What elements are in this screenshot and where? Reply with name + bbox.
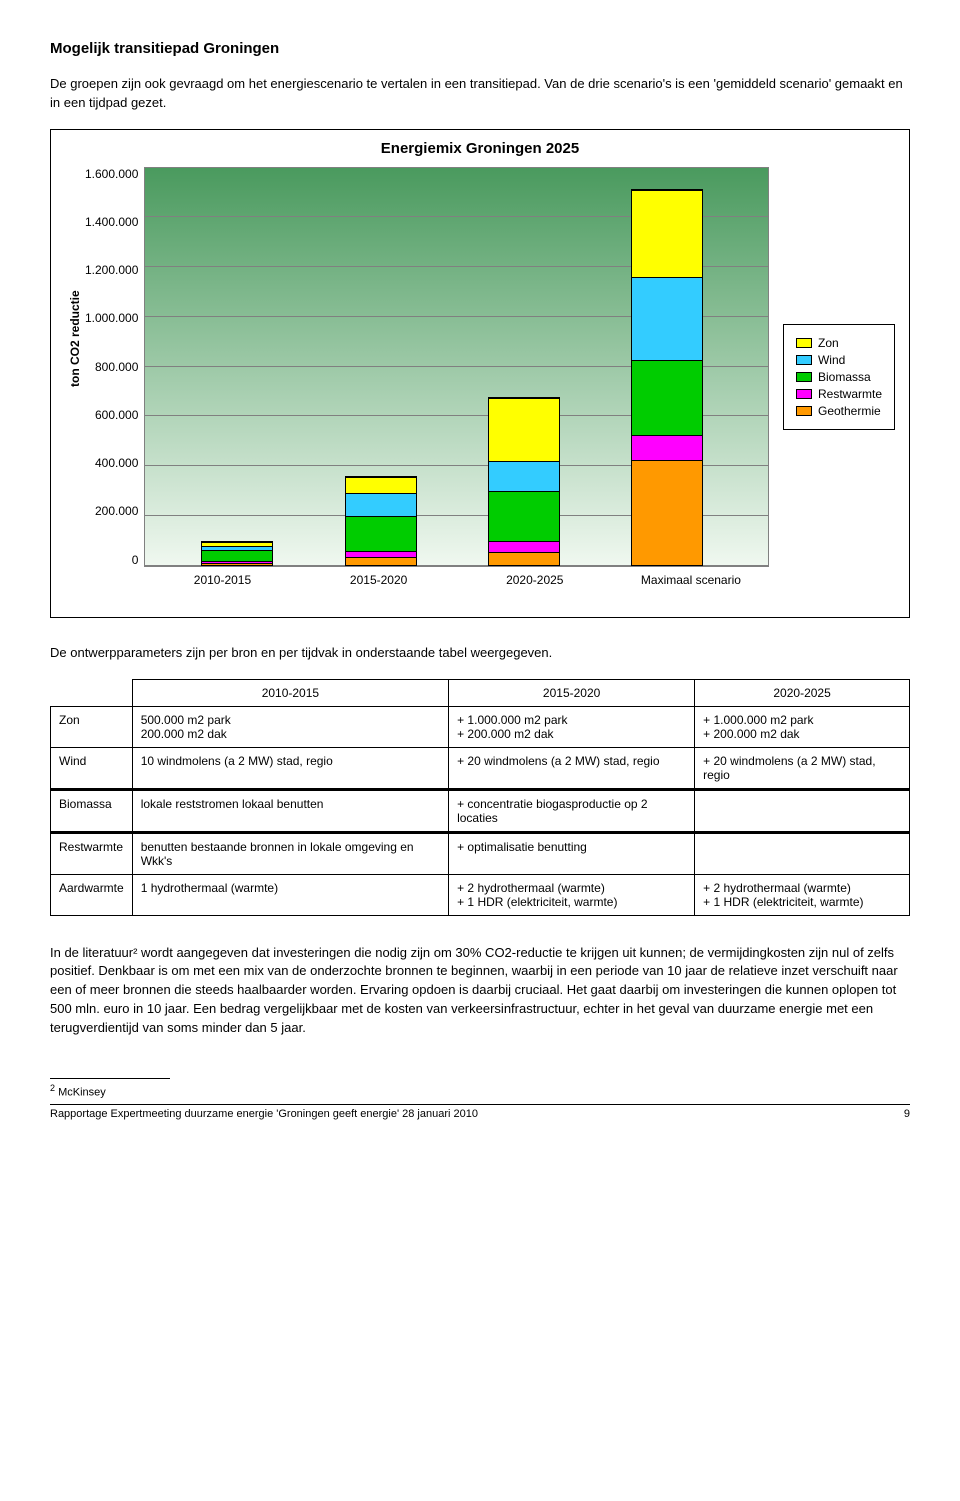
intro-paragraph: De groepen zijn ook gevraagd om het ener… [50, 75, 910, 113]
chart-bar-segment [632, 460, 702, 565]
footer: Rapportage Expertmeeting duurzame energi… [50, 1108, 910, 1120]
table-cell: + 2 hydrothermaal (warmte)+ 1 HDR (elekt… [449, 874, 695, 915]
legend-swatch [796, 372, 812, 382]
chart-ytick: 1.200.000 [85, 263, 138, 277]
body-paragraph: In de literatuur² wordt aangegeven dat i… [50, 944, 910, 1038]
table-row: Zon500.000 m2 park200.000 m2 dak+ 1.000.… [51, 706, 910, 747]
table-row-label: Zon [51, 706, 133, 747]
chart-container: Energiemix Groningen 2025 ton CO2 reduct… [50, 129, 910, 618]
chart-yticks: 1.600.000 1.400.000 1.200.000 1.000.000 800.… [85, 167, 144, 567]
legend-label: Restwarmte [818, 387, 882, 401]
table-row-label: Biomassa [51, 789, 133, 832]
chart-xticks: 2010-20152015-20202020-2025Maximaal scen… [144, 567, 769, 587]
chart-xtick: 2015-2020 [301, 573, 457, 587]
chart-bar-segment [632, 435, 702, 460]
chart-bar-segment [346, 516, 416, 551]
legend-label: Geothermie [818, 404, 881, 418]
table-cell: benutten bestaande bronnen in lokale omg… [132, 832, 448, 874]
chart-bar [488, 397, 560, 565]
footer-rule [50, 1104, 910, 1105]
table-cell: + 20 windmolens (a 2 MW) stad, regio [449, 747, 695, 789]
chart-legend: Zon Wind Biomassa Restwarmte Geothermie [783, 324, 895, 430]
chart-bar-segment [489, 541, 559, 552]
chart-bar-segment [346, 557, 416, 565]
table-row: Wind10 windmolens (a 2 MW) stad, regio+ … [51, 747, 910, 789]
table-cell: lokale reststromen lokaal benutten [132, 789, 448, 832]
chart-bar-segment [489, 398, 559, 461]
chart-bar-segment [202, 563, 272, 565]
chart-bar-segment [632, 360, 702, 435]
table-corner [51, 679, 133, 706]
page-title: Mogelijk transitiepad Groningen [50, 40, 910, 57]
table-cell: 10 windmolens (a 2 MW) stad, regio [132, 747, 448, 789]
table-header: 2015-2020 [449, 679, 695, 706]
chart-bar-segment [489, 461, 559, 491]
chart-ytick: 1.000.000 [85, 311, 138, 325]
chart-xtick: Maximaal scenario [613, 573, 769, 587]
table-header: 2020-2025 [695, 679, 910, 706]
chart-bar-segment [489, 491, 559, 541]
chart-ylabel: ton CO2 reductie [68, 367, 82, 387]
chart-bar [201, 541, 273, 566]
chart-ytick: 800.000 [95, 360, 138, 374]
legend-item: Biomassa [796, 370, 882, 384]
footnote: 2 McKinsey [50, 1083, 910, 1099]
legend-swatch [796, 338, 812, 348]
table-row: Restwarmtebenutten bestaande bronnen in … [51, 832, 910, 874]
footnote-text: McKinsey [58, 1086, 106, 1098]
param-intro: De ontwerpparameters zijn per bron en pe… [50, 644, 910, 663]
footnote-rule [50, 1078, 170, 1079]
table-cell: + 20 windmolens (a 2 MW) stad, regio [695, 747, 910, 789]
table-cell: + optimalisatie benutting [449, 832, 695, 874]
chart-bar-segment [632, 190, 702, 278]
footer-left: Rapportage Expertmeeting duurzame energi… [50, 1108, 478, 1120]
footer-right: 9 [904, 1108, 910, 1120]
chart-ytick: 1.400.000 [85, 215, 138, 229]
table-cell [695, 832, 910, 874]
chart-bar-segment [346, 477, 416, 493]
chart-xtick: 2020-2025 [457, 573, 613, 587]
chart-ytick: 1.600.000 [85, 167, 138, 181]
footnote-marker: 2 [50, 1083, 55, 1093]
table-cell: 500.000 m2 park200.000 m2 dak [132, 706, 448, 747]
chart-ytick: 600.000 [95, 408, 138, 422]
legend-swatch [796, 389, 812, 399]
chart-plot-area [144, 167, 769, 567]
table-cell: + 1.000.000 m2 park+ 200.000 m2 dak [449, 706, 695, 747]
legend-swatch [796, 355, 812, 365]
chart-bar-segment [346, 493, 416, 516]
chart-bar [631, 189, 703, 566]
chart-ytick: 0 [132, 553, 139, 567]
legend-item: Wind [796, 353, 882, 367]
legend-label: Wind [818, 353, 845, 367]
chart-xtick: 2010-2015 [144, 573, 300, 587]
chart-ytick: 200.000 [95, 504, 138, 518]
chart-ytick: 400.000 [95, 456, 138, 470]
table-cell: + 1.000.000 m2 park+ 200.000 m2 dak [695, 706, 910, 747]
chart-bar-segment [202, 550, 272, 561]
legend-item: Geothermie [796, 404, 882, 418]
table-cell [695, 789, 910, 832]
legend-label: Zon [818, 336, 839, 350]
table-row: Aardwarmte1 hydrothermaal (warmte)+ 2 hy… [51, 874, 910, 915]
chart-title: Energiemix Groningen 2025 [65, 140, 895, 157]
table-row-label: Wind [51, 747, 133, 789]
parameters-table: 2010-20152015-20202020-2025Zon500.000 m2… [50, 679, 910, 916]
table-row: Biomassalokale reststromen lokaal benutt… [51, 789, 910, 832]
table-cell: + 2 hydrothermaal (warmte)+ 1 HDR (elekt… [695, 874, 910, 915]
chart-bar-segment [489, 552, 559, 565]
table-row-label: Restwarmte [51, 832, 133, 874]
legend-label: Biomassa [818, 370, 871, 384]
table-cell: + concentratie biogasproductie op 2 loca… [449, 789, 695, 832]
chart-bar-segment [632, 277, 702, 360]
legend-swatch [796, 406, 812, 416]
chart-bar [345, 476, 417, 566]
table-row-label: Aardwarmte [51, 874, 133, 915]
legend-item: Restwarmte [796, 387, 882, 401]
table-header: 2010-2015 [132, 679, 448, 706]
legend-item: Zon [796, 336, 882, 350]
table-cell: 1 hydrothermaal (warmte) [132, 874, 448, 915]
